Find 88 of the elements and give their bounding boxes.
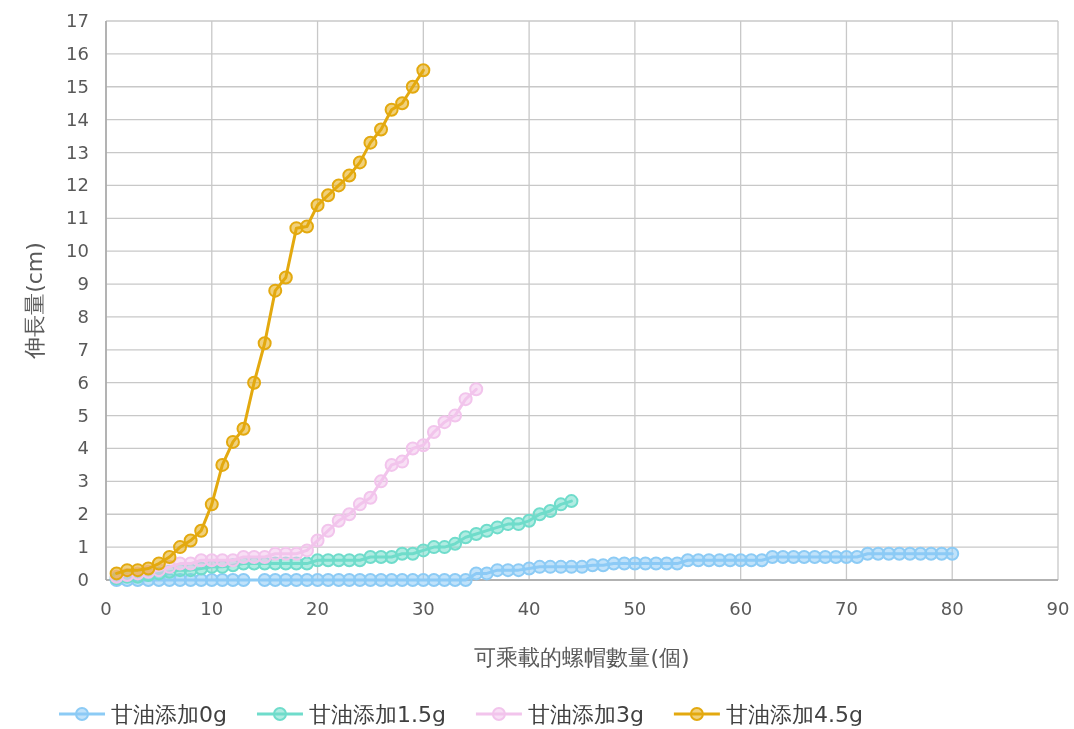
- legend-label: 甘油添加1.5g: [308, 702, 446, 727]
- point: [395, 96, 410, 111]
- x-tick-label: 50: [623, 598, 647, 619]
- y-tick-label: 7: [77, 338, 89, 360]
- point: [469, 382, 484, 397]
- point: [363, 135, 378, 150]
- x-axis-title: 可乘載的螺帽數量(個): [474, 645, 690, 670]
- legend-label: 甘油添加3g: [527, 702, 644, 727]
- point: [384, 102, 399, 117]
- point: [342, 168, 357, 183]
- point: [331, 513, 346, 528]
- point: [384, 457, 399, 472]
- point: [448, 408, 463, 423]
- point: [479, 523, 494, 538]
- point: [321, 523, 336, 538]
- point: [257, 549, 272, 564]
- y-tick-label: 5: [77, 404, 89, 426]
- y-tick-label: 14: [66, 108, 89, 130]
- point: [458, 392, 473, 407]
- point: [310, 533, 325, 548]
- point: [469, 526, 484, 541]
- point: [310, 198, 325, 213]
- point: [151, 556, 166, 571]
- point: [511, 517, 526, 532]
- point: [321, 188, 336, 203]
- point: [162, 549, 177, 564]
- x-tick-label: 70: [834, 598, 858, 619]
- point: [374, 474, 389, 489]
- point: [363, 490, 378, 505]
- point: [299, 219, 314, 234]
- point: [352, 553, 367, 568]
- point: [204, 497, 219, 512]
- point: [543, 503, 558, 518]
- point: [194, 523, 209, 538]
- point: [437, 540, 452, 555]
- point: [564, 494, 579, 509]
- point: [331, 178, 346, 193]
- point: [384, 549, 399, 564]
- point: [247, 375, 262, 390]
- x-tick-label: 80: [940, 598, 964, 619]
- point: [236, 421, 251, 436]
- point: [225, 553, 240, 568]
- y-tick-label: 1: [77, 536, 89, 558]
- y-tick-label: 13: [66, 141, 89, 163]
- y-tick-label: 8: [77, 305, 89, 327]
- y-tick-label: 11: [66, 207, 89, 229]
- y-tick-label: 6: [77, 371, 89, 393]
- point: [183, 533, 198, 548]
- point: [268, 283, 283, 298]
- point: [522, 513, 537, 528]
- y-tick-label: 15: [66, 75, 89, 97]
- point: [342, 507, 357, 522]
- point: [352, 497, 367, 512]
- point: [416, 438, 431, 453]
- point: [173, 540, 188, 555]
- x-tick-label: 40: [517, 598, 541, 619]
- y-tick-label: 3: [77, 470, 89, 492]
- point: [448, 536, 463, 551]
- x-tick-label: 90: [1046, 598, 1070, 619]
- x-tick-label: 20: [306, 598, 330, 619]
- y-tick-label: 16: [66, 42, 89, 64]
- y-axis-title: 伸長量(cm): [22, 242, 47, 360]
- x-tick-label: 30: [411, 598, 435, 619]
- point: [278, 270, 293, 285]
- y-tick-label: 12: [66, 174, 89, 196]
- point: [215, 457, 230, 472]
- point: [257, 336, 272, 351]
- point: [426, 425, 441, 440]
- point: [553, 497, 568, 512]
- y-tick-label: 10: [66, 240, 89, 262]
- point: [299, 543, 314, 558]
- y-tick-label: 2: [77, 503, 89, 525]
- point: [437, 415, 452, 430]
- point: [416, 63, 431, 78]
- x-tick-label: 0: [100, 598, 112, 619]
- point: [225, 434, 240, 449]
- y-tick-label: 9: [77, 273, 89, 295]
- point: [352, 155, 367, 170]
- x-tick-label: 60: [729, 598, 753, 619]
- legend-label: 甘油添加0g: [111, 702, 227, 727]
- point: [405, 79, 420, 94]
- y-tick-label: 17: [66, 10, 89, 31]
- x-tick-label: 10: [200, 598, 224, 619]
- point: [374, 122, 389, 137]
- y-tick-label: 0: [77, 569, 89, 590]
- legend-label: 甘油添加4.5g: [725, 702, 863, 727]
- point: [395, 454, 410, 469]
- y-tick-label: 4: [77, 437, 89, 459]
